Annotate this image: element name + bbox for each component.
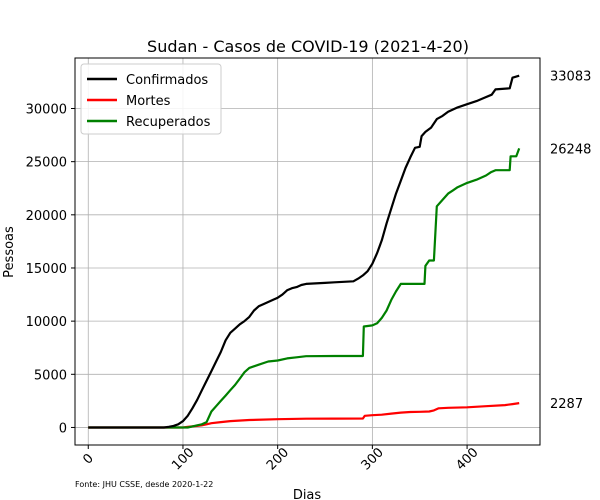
legend-box [80, 63, 222, 135]
end-label-recuperados: 26248 [550, 142, 591, 157]
legend-label-mortes: Mortes [126, 94, 171, 109]
end-labels: 33083 2287 26248 [550, 70, 591, 412]
end-label-mortes: 2287 [550, 397, 583, 412]
y-tick-label: 0 [59, 421, 67, 436]
y-tick-label: 5000 [34, 368, 67, 383]
y-tick-label: 15000 [26, 262, 67, 277]
y-tick-label: 20000 [26, 209, 67, 224]
series-line-confirmados [88, 74, 520, 429]
series-lines [88, 74, 521, 429]
end-label-confirmados: 33083 [550, 70, 591, 85]
series-line-recuperados [88, 148, 521, 429]
grid [75, 58, 540, 445]
y-tick-label: 25000 [26, 156, 67, 171]
legend-label-recuperados: Recuperados [126, 115, 211, 130]
y-tick-label: 30000 [26, 103, 67, 118]
legend: Confirmados Mortes Recuperados [80, 63, 222, 135]
chart-title: Sudan - Casos de COVID-19 (2021-4-20) [147, 37, 469, 56]
legend-label-confirmados: Confirmados [126, 73, 208, 88]
plot-frame [74, 57, 541, 446]
y-tick-label: 10000 [26, 315, 67, 330]
x-axis-label: Dias [293, 488, 322, 500]
y-axis-label: Pessoas [2, 226, 17, 278]
source-note: Fonte: JHU CSSE, desde 2020-1-22 [75, 480, 213, 489]
